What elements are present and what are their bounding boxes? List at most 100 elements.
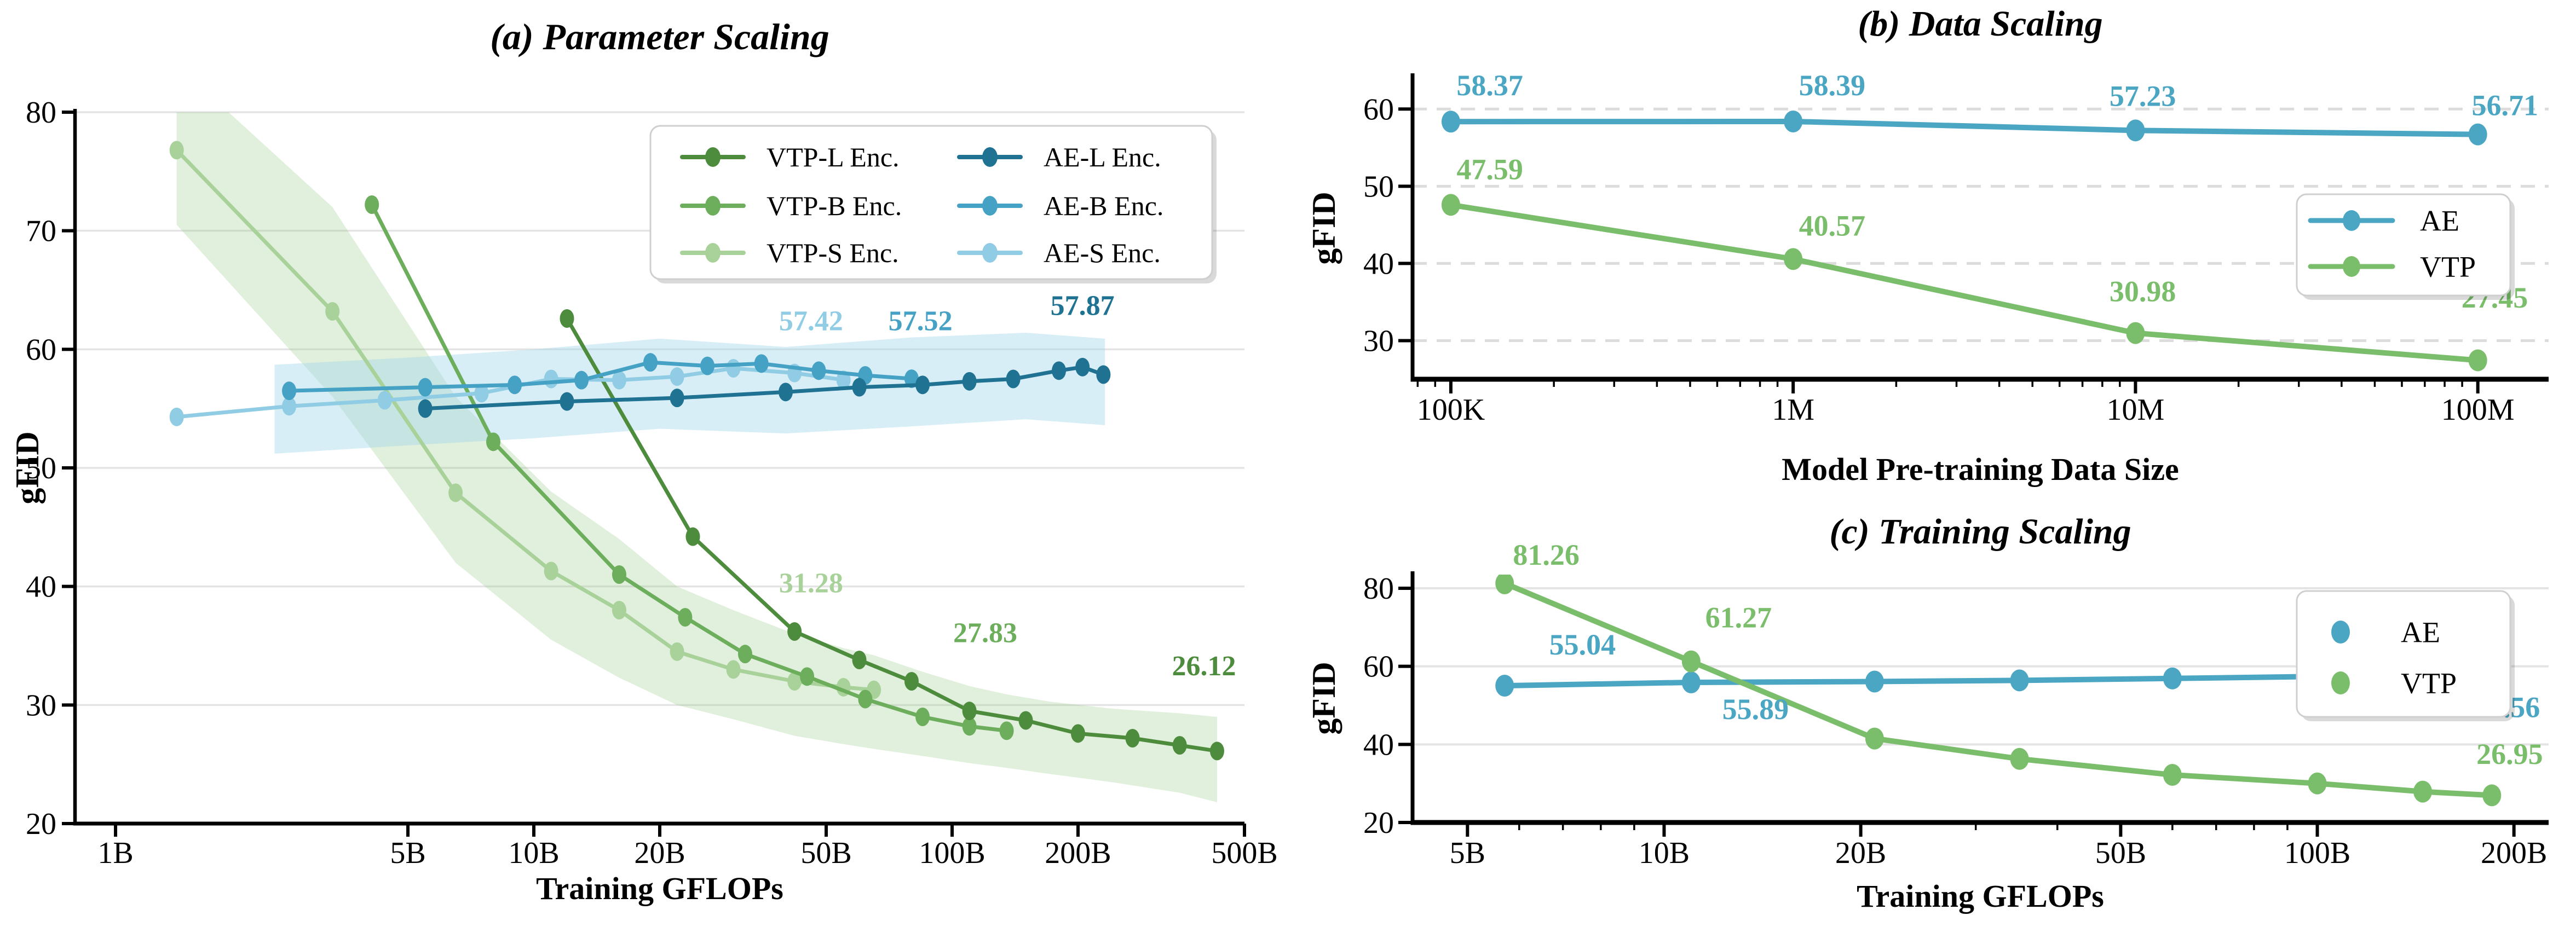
value-label-30-98: 30.98 [2110,275,2176,308]
y-tick-label: 80 [26,96,56,130]
y-tick-label: 20 [1363,806,1394,840]
data-point [811,361,826,380]
x-tick-label: 100K [1417,393,1485,427]
series-ae [1441,110,2487,146]
legend-label: AE-B Enc. [1044,190,1163,221]
chart-a-plot: 20 30 40 50 60 70 80 1B 5B 10B 20B 50B 100B 200B 500B 5… [26,96,1278,870]
data-point [1784,248,1803,270]
data-point [685,527,700,546]
y-tick-label: 20 [26,807,56,841]
x-tick-label: 20B [634,836,685,870]
y-tick-label: 40 [1363,247,1394,281]
series-vtp-s-enc- [169,141,881,699]
chart-c-axes: 20 40 60 80 5B 10B 20B 50B 100B 200B [1363,571,2549,870]
data-point [852,378,867,397]
series-vtp-l-enc- [560,309,1224,761]
legend-box [2296,193,2511,297]
legend-label: VTP [2420,250,2476,283]
y-tick-label: 60 [1363,92,1394,126]
data-point [1784,110,1803,132]
legend-box [649,125,1213,280]
data-point [1865,670,1884,693]
data-point [574,370,589,390]
x-tick-label: 100B [919,836,985,870]
data-point [418,399,433,418]
chart-a-axes: 20 30 40 50 60 70 80 1B 5B 10B 20B 50B 100B 200B 500B [26,96,1278,870]
value-label-58-37: 58.37 [1456,69,1523,102]
data-point [2413,780,2433,803]
data-point [2468,123,2487,146]
data-point [670,642,684,661]
data-point [962,702,977,721]
data-point [169,407,184,426]
data-point [1052,361,1067,380]
data-point [1075,357,1090,376]
x-tick-label: 1B [97,836,133,870]
series-vtp-b-enc- [365,195,1014,740]
y-tick-label: 50 [1363,170,1394,204]
series-ae-l-enc- [418,357,1111,418]
chart-a-xlabel: Training GFLOPs [536,871,783,906]
data-point [1172,736,1187,755]
data-point [778,383,793,402]
data-point [1495,675,1514,697]
y-tick-label: 40 [1363,728,1394,762]
chart-a-gridlines [75,111,1244,706]
data-point [800,667,815,686]
data-point [612,370,626,390]
legend-item-ae: AE [2308,204,2459,237]
data-point [2163,667,2182,690]
value-label-57-42: 57.42 [779,306,843,337]
legend-label: VTP-B Enc. [767,190,902,221]
data-point [962,372,977,391]
x-tick-label: 5B [390,836,425,870]
data-point [486,432,500,451]
value-label-26-95: 26.95 [2476,738,2543,770]
data-point [1209,741,1224,761]
legend-label: AE-L Enc. [1044,142,1161,172]
value-label-47-59: 47.59 [1456,153,1523,186]
data-point [1018,711,1033,730]
value-label-27-83: 27.83 [953,618,1017,649]
data-point [787,622,802,641]
data-point [544,561,558,581]
data-point [448,483,463,502]
data-point [2468,349,2487,372]
chart-b-xlabel: Model Pre-training Data Size [1782,451,2179,487]
legend-item-ae-s-enc-: AE-S Enc. [957,237,1161,268]
y-tick-label: 80 [1363,572,1394,606]
x-tick-label: 50B [800,836,851,870]
data-point [2010,669,2029,692]
data-point [325,302,340,321]
y-tick-label: 30 [1363,325,1394,358]
chart-b-data-scaling: (b) Data Scaling gFID Model Pre-training… [1292,0,2576,509]
data-point [2126,322,2145,344]
legend-sample-marker [982,147,998,167]
data-point [858,690,873,709]
chart-b-plot: 30 40 50 60 100K 1M 10M 100M 58.37 58.39 57.23 56.7… [1363,69,2549,427]
legend-label: VTP-S Enc. [767,237,899,268]
data-point [282,397,297,416]
x-tick-label: 500B [1211,836,1277,870]
chart-c-xlabel: Training GFLOPs [1857,878,2104,914]
data-point [1441,194,1460,216]
data-point [678,608,693,627]
y-tick-label: 60 [26,333,56,367]
data-point [544,369,558,389]
legend-item-ae-l-enc-: AE-L Enc. [957,142,1161,172]
value-label-26-12: 26.12 [1172,651,1236,682]
chart-a-legend: VTP-L Enc. VTP-B Enc. VTP-S Enc. AE-L Enc. A… [649,125,1217,283]
x-tick-label: 10M [2107,393,2165,427]
data-point [474,384,489,403]
x-tick-label: 200B [1045,836,1111,870]
value-label-81-26: 81.26 [1513,538,1580,571]
data-point [560,392,574,411]
series-line [370,202,1009,733]
chart-c-plot: 20 40 60 80 5B 10B 20B 50B 100B 200B 81.26 61.27 55.… [1363,538,2549,870]
data-point [2482,784,2502,807]
data-point [643,353,658,372]
x-tick-label: 10B [508,836,559,870]
y-tick-label: 30 [26,688,56,722]
legend-item-vtp: VTP [2308,250,2476,283]
value-label-57-52: 57.52 [889,306,953,337]
